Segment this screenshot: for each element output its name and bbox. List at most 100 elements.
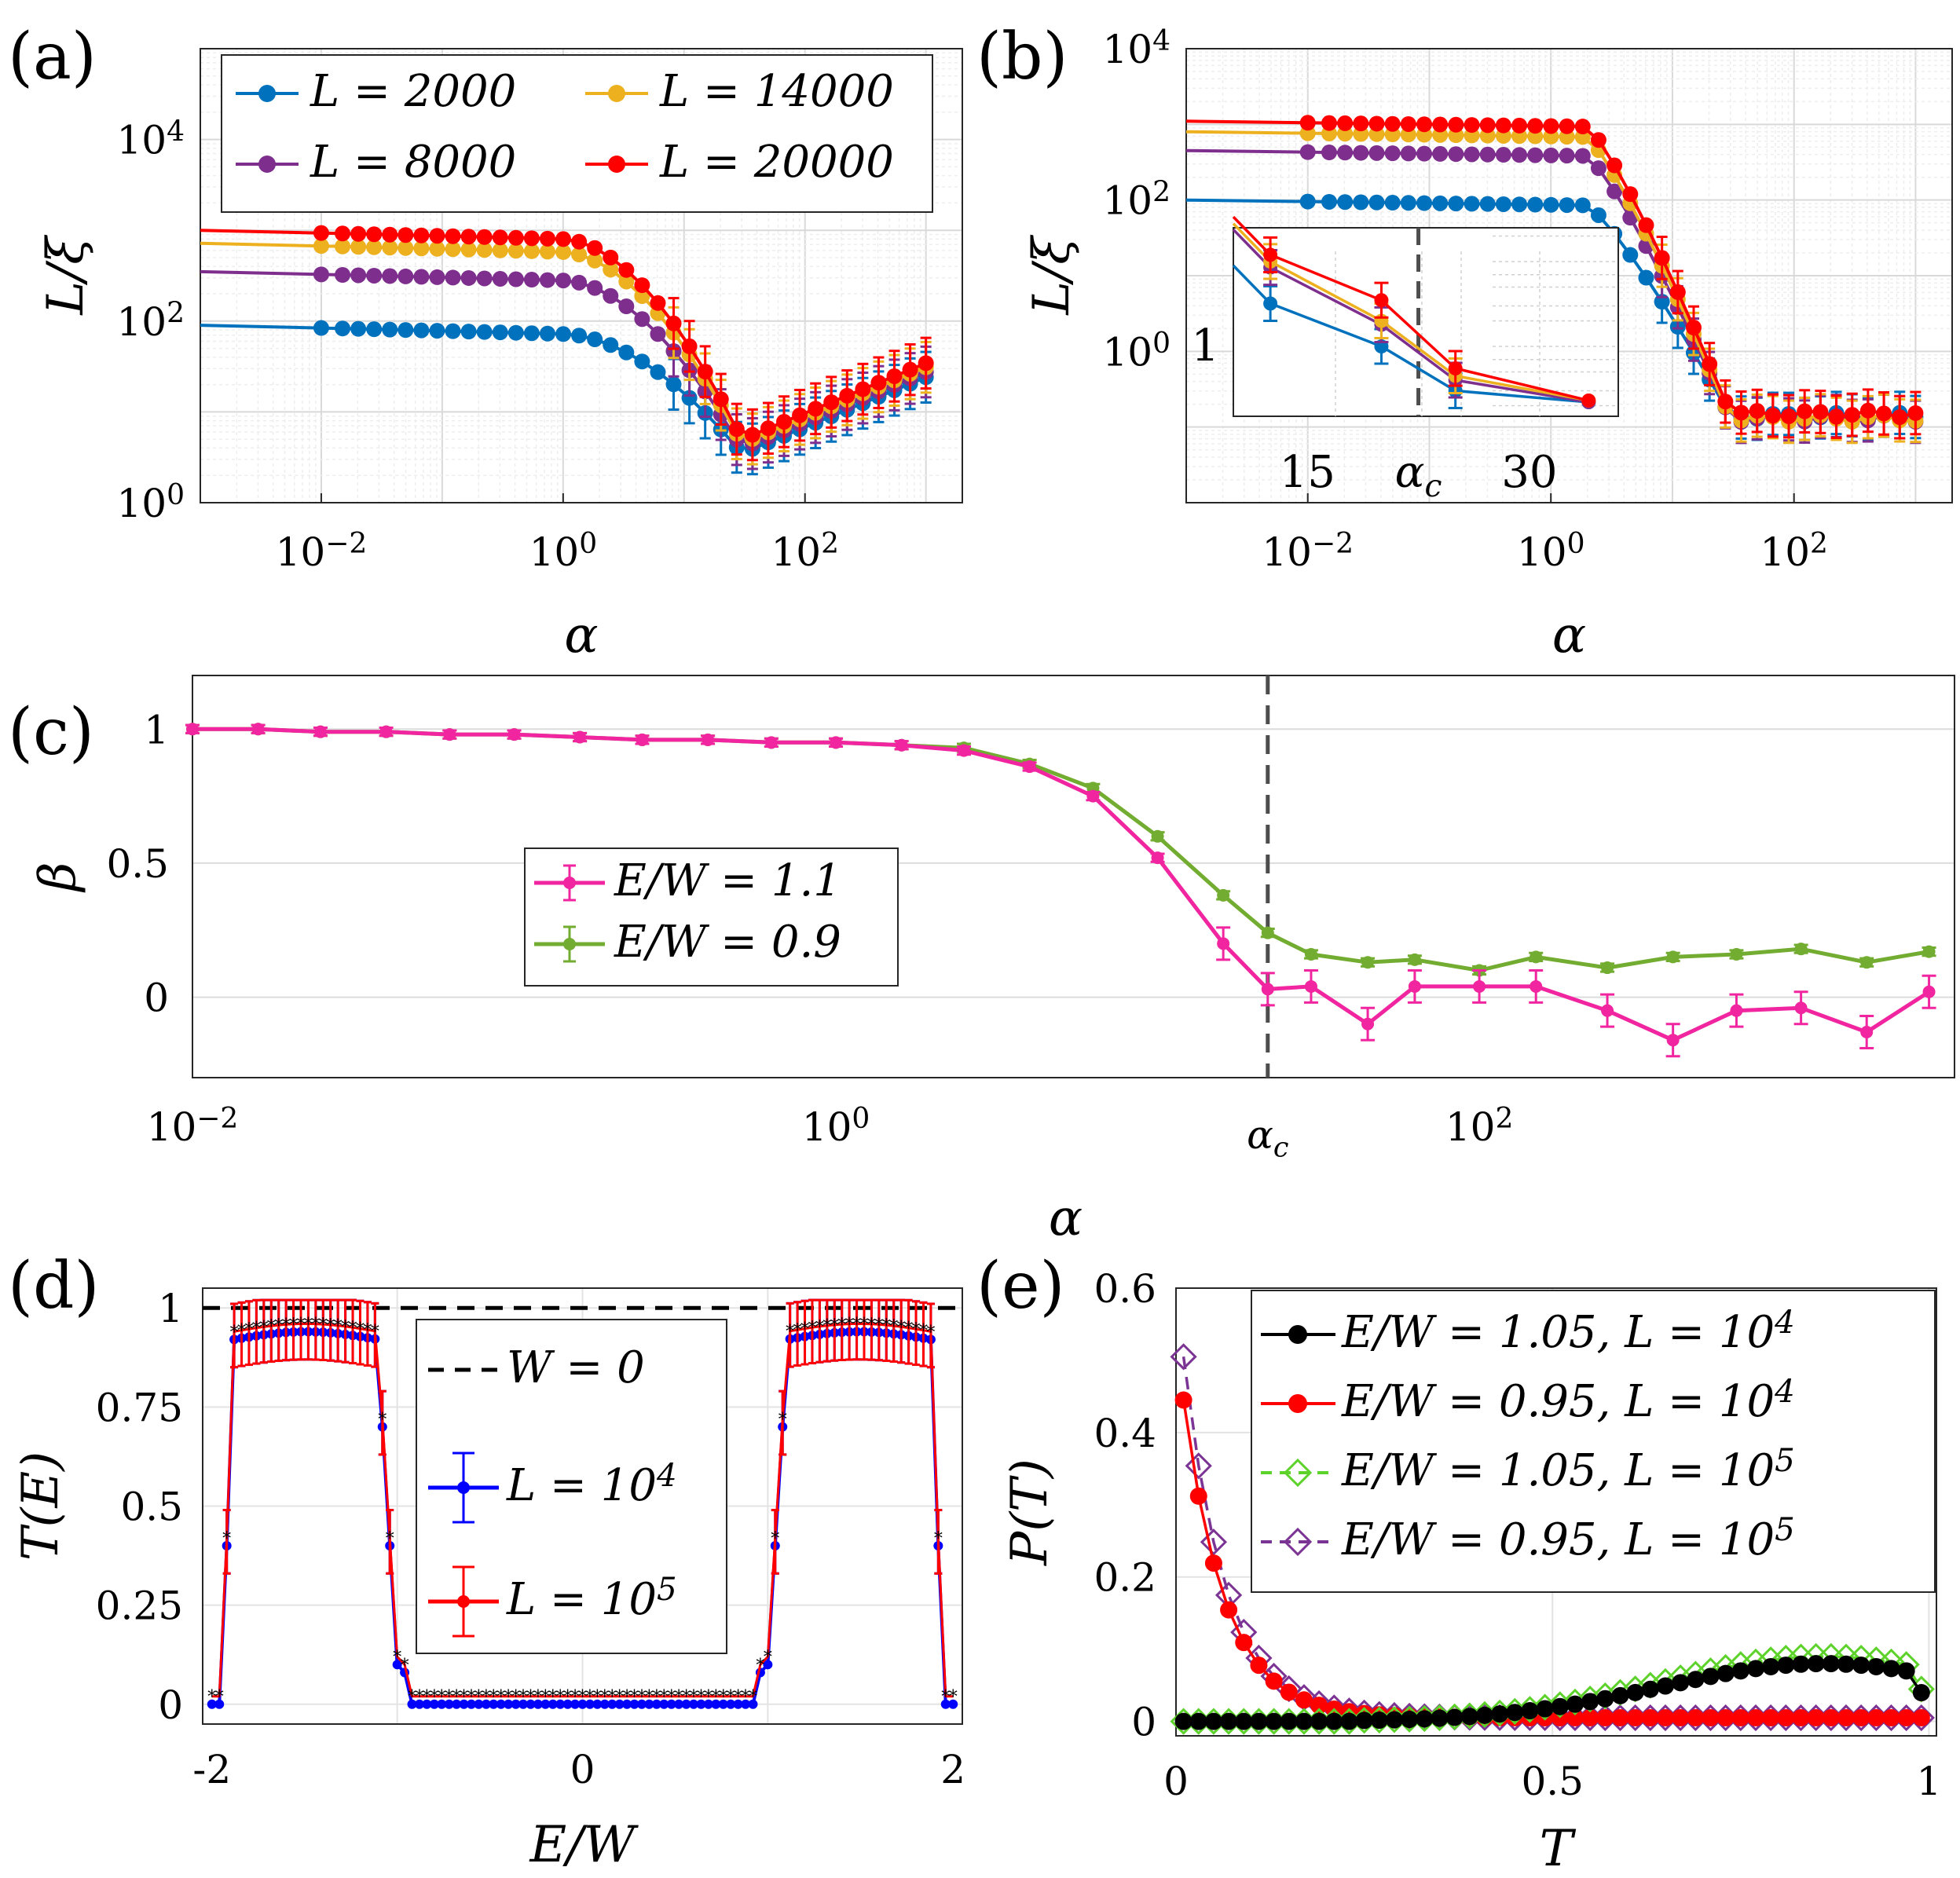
data-point [476, 270, 493, 287]
data-point-star: * [712, 1688, 720, 1708]
data-point [1295, 1712, 1313, 1730]
data-point [507, 229, 524, 246]
x-axis-title: E/W [529, 1816, 639, 1874]
data-point [1310, 1697, 1328, 1715]
data-point [1828, 408, 1845, 425]
data-point [186, 723, 199, 736]
data-point [1590, 132, 1606, 148]
data-point [1511, 147, 1528, 163]
data-point [1416, 116, 1433, 133]
data-point [335, 225, 351, 242]
error-bar [867, 1298, 876, 1361]
data-point [1762, 1709, 1780, 1727]
error-bar [889, 1298, 898, 1364]
data-point [1672, 1709, 1690, 1727]
y-tick-label-0: 100 [116, 479, 185, 526]
data-point [1641, 1709, 1659, 1727]
data-point [1250, 1657, 1268, 1675]
data-point [1764, 408, 1781, 424]
data-point [1304, 947, 1317, 961]
data-point [1368, 194, 1385, 210]
series-line [1185, 119, 1916, 419]
data-point-star: * [600, 1688, 609, 1708]
data-point-star: * [326, 1316, 335, 1336]
series-magenta [185, 723, 1936, 1058]
data-point-star: * [504, 1688, 513, 1708]
legend: W = 0 L = 104 L = 105 [416, 1319, 727, 1654]
data-point [1669, 284, 1686, 300]
data-point [1794, 1001, 1808, 1015]
legend-label: E/W = 0.9 [614, 917, 841, 968]
data-point [445, 323, 461, 339]
data-point [1596, 1689, 1614, 1708]
error-bar [259, 1298, 268, 1364]
data-point [366, 267, 383, 284]
data-point [776, 413, 793, 430]
data-point-star: * [852, 1315, 861, 1334]
data-point [1746, 1660, 1764, 1678]
data-point [1876, 405, 1892, 422]
x-tick-label-0: 10−2 [1262, 528, 1354, 575]
data-point [634, 353, 650, 370]
data-point [1400, 195, 1416, 211]
data-point-star: * [207, 1688, 216, 1708]
data-point [1922, 945, 1936, 958]
inset-x-tick-30: 30 [1501, 447, 1557, 498]
y-axis-title: T(E) [12, 1452, 70, 1561]
data-point [1337, 194, 1354, 210]
x-tick-label-2: 1 [1917, 1759, 1942, 1804]
error-bar [378, 1389, 387, 1456]
data-point [1265, 1672, 1283, 1690]
data-point-star: * [615, 1688, 624, 1708]
error-bar [793, 1301, 802, 1367]
data-point [460, 241, 477, 258]
series-line [192, 727, 1930, 972]
data-point [1189, 1712, 1207, 1730]
error-bar [897, 1298, 906, 1364]
legend: E/W = 1.05, L = 104 E/W = 0.95, L = 104 E/… [1251, 1290, 1936, 1593]
data-point [1448, 116, 1464, 133]
data-point [1310, 1712, 1328, 1730]
panel-label-a: (a) [8, 20, 97, 94]
x-tick-label-0: -2 [192, 1747, 231, 1792]
data-point [429, 1699, 439, 1709]
data-point [1189, 1487, 1207, 1505]
legend-marker [457, 1481, 470, 1494]
data-point [1731, 1662, 1749, 1680]
data-point [1353, 115, 1369, 132]
x-tick-label-1: 0 [570, 1747, 595, 1792]
data-point [713, 391, 729, 408]
data-point [622, 1699, 632, 1709]
data-point-star: * [652, 1688, 661, 1708]
data-point [571, 247, 588, 263]
data-point [1384, 195, 1401, 211]
data-point [599, 1699, 610, 1709]
x-tick-label-2: 102 [1445, 1103, 1514, 1150]
data-point [918, 355, 934, 372]
data-point [1702, 1668, 1720, 1686]
data-point [1611, 1709, 1629, 1727]
data-point [379, 725, 393, 738]
legend-item: L = 20000 [585, 137, 894, 188]
data-point [1023, 760, 1036, 774]
data-point [1086, 789, 1100, 803]
data-point-star: * [934, 1529, 943, 1549]
data-point [1495, 147, 1511, 163]
data-point [1666, 950, 1680, 964]
legend-box [221, 54, 933, 213]
panel-d: -2 0 200.250.50.751E/WT(E)****************… [12, 1286, 965, 1874]
data-point [523, 272, 540, 288]
data-point-star: * [496, 1688, 505, 1708]
data-point-star: * [548, 1688, 557, 1708]
data-point [629, 1699, 639, 1709]
series-line [200, 269, 927, 445]
data-point-star: * [297, 1315, 306, 1334]
error-bar [274, 1298, 283, 1363]
y-axis-title: β [29, 862, 87, 893]
error-bar [912, 1300, 921, 1367]
error-bar [386, 1509, 394, 1575]
data-point [1897, 1709, 1915, 1727]
data-point [1559, 148, 1575, 164]
data-point [413, 322, 430, 339]
error-bar [919, 1301, 928, 1367]
